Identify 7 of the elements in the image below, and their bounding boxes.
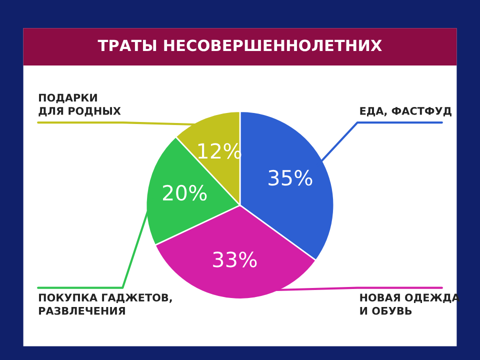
chart-title: ТРАТЫ НЕСОВЕРШЕННОЛЕТНИХ	[98, 40, 382, 52]
slice-label: ПОДАРКИ ДЛЯ РОДНЫХ	[38, 94, 121, 116]
data-label: 33%	[213, 252, 257, 268]
slice-label: ЕДА, ФАСТФУД	[360, 107, 452, 116]
data-label: 20%	[163, 184, 207, 201]
data-label: 35%	[268, 170, 312, 186]
slice-label: ПОКУПКА ГАДЖЕТОВ, РАЗВЛЕЧЕНИЯ	[39, 294, 172, 315]
